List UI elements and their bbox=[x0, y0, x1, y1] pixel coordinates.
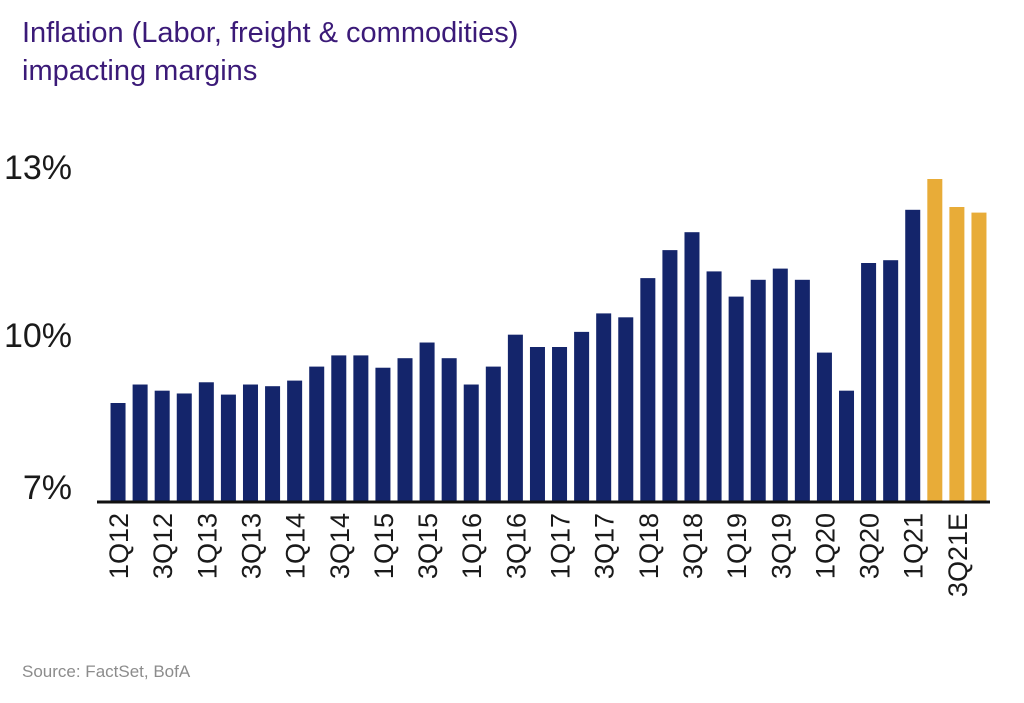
source-note: Source: FactSet, BofA bbox=[22, 662, 191, 681]
x-tick-label: 3Q20 bbox=[855, 513, 885, 579]
x-tick-label: 1Q17 bbox=[546, 513, 576, 579]
bar bbox=[287, 380, 303, 501]
chart-title-line-2: impacting margins bbox=[22, 55, 258, 87]
bar bbox=[772, 268, 788, 501]
x-tick-label: 3Q19 bbox=[766, 513, 796, 579]
bar bbox=[596, 313, 612, 501]
y-tick-label: 10% bbox=[4, 317, 72, 355]
bar bbox=[110, 403, 126, 501]
bar bbox=[883, 260, 899, 501]
bar bbox=[618, 317, 634, 501]
bar bbox=[485, 366, 501, 501]
x-tick-label: 3Q21E bbox=[943, 513, 973, 597]
bar bbox=[706, 271, 722, 501]
bar bbox=[331, 355, 347, 501]
bar bbox=[552, 347, 568, 501]
bar bbox=[220, 394, 236, 501]
bar bbox=[353, 355, 369, 501]
bar bbox=[242, 384, 258, 501]
x-tick-label: 3Q13 bbox=[236, 513, 266, 579]
bar bbox=[728, 296, 744, 501]
x-tick-label: 1Q16 bbox=[457, 513, 487, 579]
bar bbox=[463, 384, 479, 501]
bar bbox=[265, 386, 281, 501]
bar bbox=[176, 393, 192, 501]
x-tick-label: 1Q20 bbox=[810, 513, 840, 579]
chart-title-line-1: Inflation (Labor, freight & commodities) bbox=[22, 17, 519, 49]
x-tick-label: 1Q18 bbox=[634, 513, 664, 579]
chart-title: Inflation (Labor, freight & commodities)… bbox=[22, 14, 518, 90]
bar bbox=[529, 347, 545, 501]
bar bbox=[861, 263, 877, 501]
y-tick-label: 7% bbox=[23, 469, 72, 507]
bar bbox=[132, 384, 148, 501]
bar bbox=[419, 342, 435, 501]
x-tick-label: 3Q14 bbox=[325, 513, 355, 579]
x-tick-label: 3Q17 bbox=[590, 513, 620, 579]
bar bbox=[839, 390, 855, 501]
bar bbox=[574, 331, 590, 501]
x-tick-label: 3Q12 bbox=[148, 513, 178, 579]
x-tick-label: 1Q21 bbox=[899, 513, 929, 579]
x-tick-label: 1Q13 bbox=[192, 513, 222, 579]
bar bbox=[949, 207, 965, 501]
x-tick-label: 3Q16 bbox=[501, 513, 531, 579]
bar bbox=[794, 279, 810, 501]
bar bbox=[309, 366, 325, 501]
x-tick-label: 3Q18 bbox=[678, 513, 708, 579]
x-tick-label: 1Q14 bbox=[281, 513, 311, 579]
bar bbox=[375, 367, 391, 501]
bar bbox=[198, 382, 214, 501]
x-tick-label: 3Q15 bbox=[413, 513, 443, 579]
bar bbox=[662, 250, 678, 501]
bar bbox=[971, 212, 987, 501]
bar bbox=[927, 179, 943, 501]
bar bbox=[154, 390, 170, 501]
x-tick-label: 1Q15 bbox=[369, 513, 399, 579]
bar bbox=[441, 358, 457, 501]
bar bbox=[507, 334, 523, 501]
y-tick-label: 13% bbox=[4, 149, 72, 187]
bar bbox=[684, 232, 700, 501]
x-tick-label: 1Q19 bbox=[722, 513, 752, 579]
bar bbox=[816, 352, 832, 501]
bar bbox=[750, 279, 766, 501]
bar bbox=[905, 209, 921, 502]
x-tick-label: 1Q12 bbox=[104, 513, 134, 579]
bar bbox=[397, 358, 413, 501]
bar bbox=[640, 278, 656, 501]
